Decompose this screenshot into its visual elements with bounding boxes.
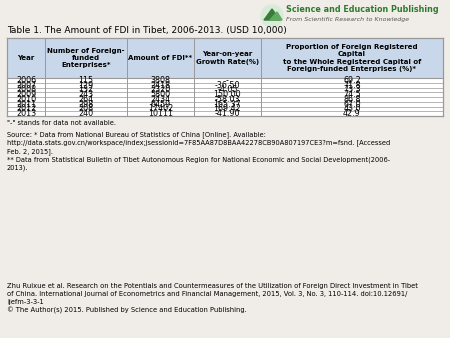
- Text: 69.2: 69.2: [343, 76, 361, 85]
- Text: 42.9: 42.9: [343, 109, 361, 118]
- Text: -: -: [226, 76, 229, 85]
- Text: 43.0: 43.0: [343, 104, 361, 113]
- Text: "-" stands for data not available.: "-" stands for data not available.: [7, 120, 116, 126]
- Circle shape: [261, 5, 283, 27]
- Text: 240: 240: [78, 109, 94, 118]
- Text: -4.05: -4.05: [217, 86, 238, 94]
- Text: Science and Education Publishing: Science and Education Publishing: [286, 5, 439, 15]
- Text: 2011: 2011: [16, 100, 36, 108]
- Text: 115: 115: [78, 76, 94, 85]
- Polygon shape: [264, 9, 280, 20]
- Text: 2006: 2006: [16, 76, 36, 85]
- Text: 132: 132: [78, 86, 94, 94]
- Text: 2009: 2009: [16, 90, 36, 99]
- Text: Number of Foreign-
funded
Enterprises*: Number of Foreign- funded Enterprises*: [47, 48, 125, 68]
- Text: 2008: 2008: [16, 86, 36, 94]
- Text: 2434: 2434: [150, 95, 171, 104]
- Text: 10111: 10111: [148, 109, 173, 118]
- Text: 2007: 2007: [16, 81, 36, 90]
- Text: 150.00: 150.00: [214, 90, 241, 99]
- Text: 2013: 2013: [16, 109, 36, 118]
- Text: 2012: 2012: [16, 104, 36, 113]
- Bar: [7, 38, 443, 116]
- Text: Table 1. The Amount of FDI in Tibet, 2006-2013. (USD 10,000): Table 1. The Amount of FDI in Tibet, 200…: [7, 25, 287, 34]
- Text: From Scientific Research to Knowledge: From Scientific Research to Knowledge: [286, 17, 409, 22]
- Text: 264: 264: [78, 95, 94, 104]
- Text: 243: 243: [78, 90, 94, 99]
- Text: Year: Year: [18, 55, 35, 61]
- Text: 2320: 2320: [150, 86, 171, 94]
- Text: Proportion of Foreign Registered
Capital
to the Whole Registered Capital of
Fore: Proportion of Foreign Registered Capital…: [283, 44, 421, 72]
- Text: 2418: 2418: [150, 81, 171, 90]
- Text: 2010: 2010: [16, 95, 36, 104]
- Text: 5800: 5800: [150, 90, 171, 99]
- Text: 86.8: 86.8: [343, 95, 361, 104]
- Text: 169.42: 169.42: [213, 104, 241, 113]
- Text: Year-on-year
Growth Rate(%): Year-on-year Growth Rate(%): [196, 51, 259, 65]
- Text: 3808: 3808: [150, 76, 170, 85]
- Text: -36.50: -36.50: [215, 81, 240, 90]
- Text: 73.3: 73.3: [343, 86, 361, 94]
- Text: Source: * Data from National Bureau of Statistics of China [Online]. Available:
: Source: * Data from National Bureau of S…: [7, 131, 390, 171]
- Text: 6459: 6459: [150, 100, 171, 108]
- Text: -41.90: -41.90: [215, 109, 240, 118]
- Text: 74.5: 74.5: [343, 90, 361, 99]
- Text: 71.8: 71.8: [343, 81, 361, 90]
- Text: 129: 129: [78, 81, 94, 90]
- Text: -58.03: -58.03: [215, 95, 240, 104]
- Text: Zhu Ruixue et al. Research on the Potentials and Countermeasures of the Utilizat: Zhu Ruixue et al. Research on the Potent…: [7, 283, 418, 314]
- Text: Amount of FDI**: Amount of FDI**: [128, 55, 193, 61]
- Bar: [7, 38, 443, 78]
- Text: 165.37: 165.37: [213, 100, 241, 108]
- Text: 298: 298: [78, 100, 94, 108]
- Polygon shape: [270, 12, 282, 20]
- Text: 67.0: 67.0: [343, 100, 361, 108]
- Text: 17402: 17402: [148, 104, 173, 113]
- Text: 208: 208: [78, 104, 94, 113]
